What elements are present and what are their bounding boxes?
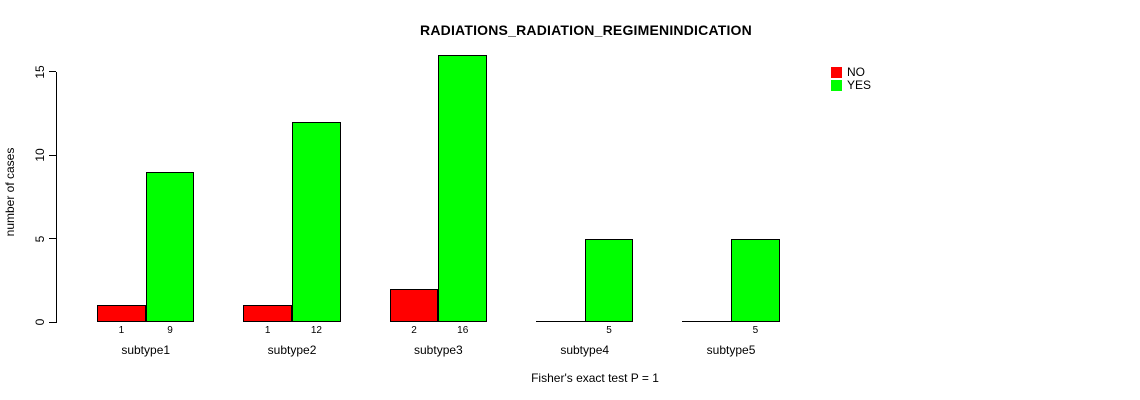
bar-value-label: 12 <box>310 325 322 336</box>
bar-no-subtype2 <box>243 305 293 322</box>
legend-entry-yes: YES <box>831 79 871 92</box>
bar-yes-subtype5 <box>731 238 780 322</box>
annotation-fisher-test: Fisher's exact test P = 1 <box>531 371 659 385</box>
y-tick-label: 15 <box>33 65 47 79</box>
category-label-subtype3: subtype3 <box>414 343 463 357</box>
bar-yes-subtype2 <box>292 121 341 322</box>
legend-entry-no: NO <box>831 66 871 79</box>
y-tick-mark <box>49 321 56 323</box>
y-tick-label: 0 <box>33 318 47 326</box>
bar-yes-subtype4 <box>584 238 634 322</box>
category-label-subtype1: subtype1 <box>121 343 171 357</box>
chart-title: RADIATIONS_RADIATION_REGIMENINDICATION <box>420 22 752 38</box>
bar-value-label: 16 <box>457 325 469 336</box>
bar-yes-subtype1 <box>145 171 195 322</box>
bar-value-label: 1 <box>118 325 125 336</box>
y-axis-line <box>56 72 57 323</box>
legend-label: NO <box>847 65 865 79</box>
bar-no-subtype5-zero <box>682 321 731 322</box>
legend-label: YES <box>847 78 872 92</box>
y-axis-label: number of cases <box>3 147 17 237</box>
bar-value-label: 5 <box>606 325 612 336</box>
legend-swatch-no <box>831 67 842 78</box>
bar-value-label: 9 <box>167 325 173 336</box>
y-tick-mark <box>49 71 56 73</box>
y-tick-mark <box>49 238 56 240</box>
category-label-subtype4: subtype4 <box>560 343 610 357</box>
y-tick-label: 10 <box>33 148 47 163</box>
category-label-subtype2: subtype2 <box>267 343 317 357</box>
bar-value-label: 2 <box>411 325 417 336</box>
y-tick-label: 5 <box>33 235 47 242</box>
bar-no-subtype3 <box>389 288 439 322</box>
bar-no-subtype4-zero <box>535 321 585 322</box>
category-label-subtype5: subtype5 <box>706 343 756 357</box>
bar-value-label: 5 <box>752 325 759 336</box>
legend: NO YES <box>831 66 871 92</box>
bar-no-subtype1 <box>97 305 146 322</box>
legend-swatch-yes <box>831 80 842 91</box>
bar-value-label: 1 <box>264 325 271 336</box>
y-tick-mark <box>49 154 56 156</box>
bar-yes-subtype3 <box>438 55 488 322</box>
